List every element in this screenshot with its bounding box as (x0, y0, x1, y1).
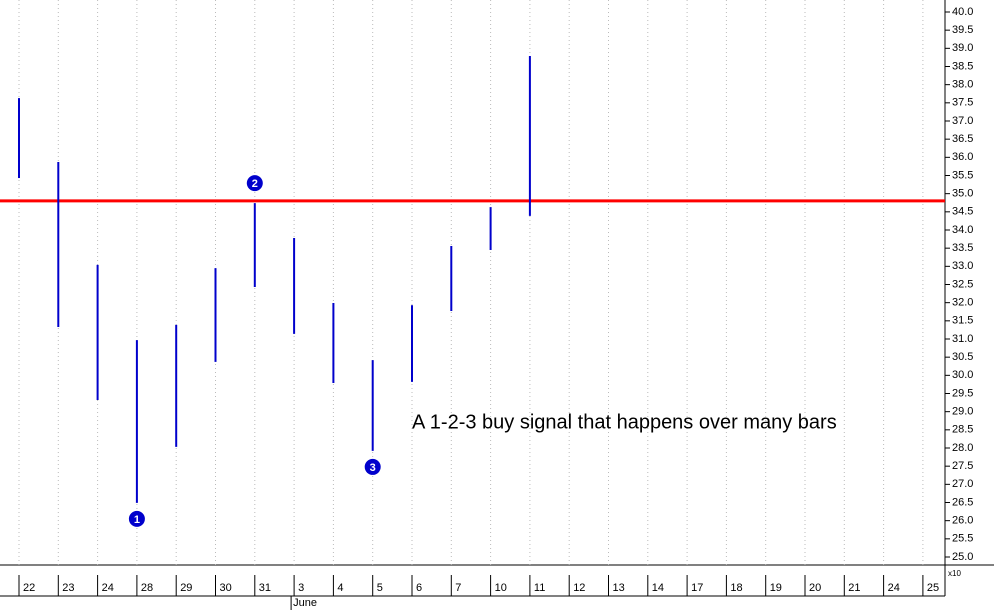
y-tick-label: 26.5 (952, 496, 973, 508)
x-tick-label: 17 (691, 582, 703, 594)
y-tick-label: 34.5 (952, 206, 973, 218)
y-tick-label: 31.0 (952, 333, 973, 345)
x-tick-label: 5 (377, 582, 383, 594)
y-tick-label: 25.5 (952, 533, 973, 545)
y-tick-label: 38.0 (952, 79, 973, 91)
y-tick-label: 33.0 (952, 260, 973, 272)
signal-label: 2 (252, 178, 258, 190)
y-tick-label: 33.5 (952, 242, 973, 254)
y-tick-label: 32.5 (952, 278, 973, 290)
x-tick-label: 7 (455, 582, 461, 594)
y-tick-label: 34.0 (952, 224, 973, 236)
x-tick-label: 21 (848, 582, 860, 594)
y-tick-label: 27.0 (952, 478, 973, 490)
y-tick-label: 30.5 (952, 351, 973, 363)
y-tick-label: 37.0 (952, 115, 973, 127)
y-tick-label: 28.5 (952, 424, 973, 436)
x-sublabel: June (293, 597, 317, 609)
signal-label: 1 (134, 514, 140, 526)
x-tick-label: 6 (416, 582, 422, 594)
x-tick-label: 3 (298, 582, 304, 594)
y-tick-label: 35.5 (952, 169, 973, 181)
y-tick-label: 29.0 (952, 406, 973, 418)
y-tick-label: 26.0 (952, 515, 973, 527)
signal-marker (246, 175, 263, 192)
x-tick-label: 14 (652, 582, 664, 594)
x-tick-label: 31 (259, 582, 271, 594)
x-tick-label: 18 (730, 582, 742, 594)
x-tick-label: 12 (573, 582, 585, 594)
y-tick-label: 30.0 (952, 369, 973, 381)
x-tick-label: 23 (62, 582, 74, 594)
x-tick-label: 29 (180, 582, 192, 594)
signal-label: 3 (370, 462, 376, 474)
y-tick-label: 27.5 (952, 460, 973, 472)
x-tick-label: 22 (23, 582, 35, 594)
signal-marker (364, 458, 381, 475)
y-multiplier: x10 (948, 569, 961, 578)
annotation: A 1-2-3 buy signal that happens over man… (412, 411, 837, 433)
x-tick-label: 19 (770, 582, 782, 594)
y-tick-label: 29.5 (952, 387, 973, 399)
y-tick-label: 39.5 (952, 24, 973, 36)
y-tick-label: 35.0 (952, 188, 973, 200)
x-tick-label: 20 (809, 582, 821, 594)
x-tick-label: 13 (613, 582, 625, 594)
x-tick-label: 10 (495, 582, 507, 594)
y-tick-label: 39.0 (952, 42, 973, 54)
x-tick-label: 4 (337, 582, 343, 594)
x-tick-label: 30 (220, 582, 232, 594)
x-tick-label: 28 (141, 582, 153, 594)
y-tick-label: 40.0 (952, 6, 973, 18)
x-tick-label: 24 (888, 582, 900, 594)
y-tick-label: 32.0 (952, 297, 973, 309)
x-tick-label: 25 (927, 582, 939, 594)
x-tick-label: 24 (102, 582, 114, 594)
y-tick-label: 38.5 (952, 60, 973, 72)
y-tick-label: 31.5 (952, 315, 973, 327)
y-tick-label: 25.0 (952, 551, 973, 563)
y-tick-label: 36.0 (952, 151, 973, 163)
y-tick-label: 36.5 (952, 133, 973, 145)
y-tick-label: 37.5 (952, 97, 973, 109)
x-tick-label: 11 (534, 582, 545, 594)
signal-marker (128, 510, 145, 527)
y-tick-label: 28.0 (952, 442, 973, 454)
